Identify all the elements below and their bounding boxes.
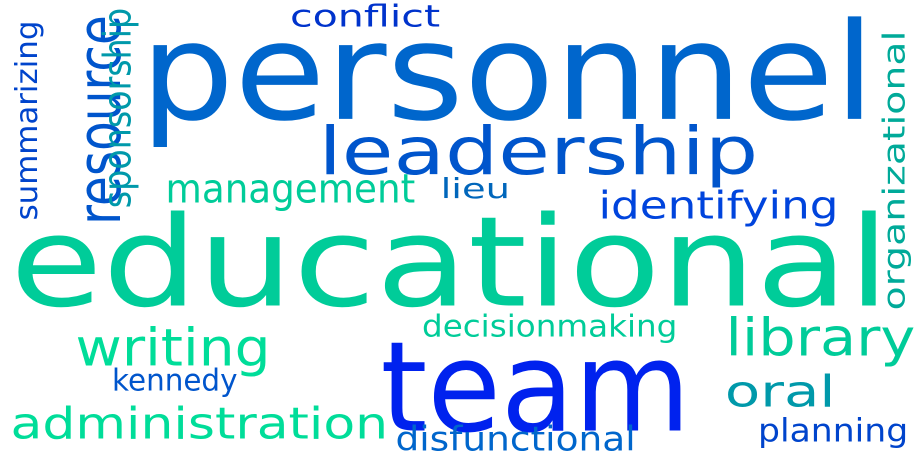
word-decisionmaking: decisionmaking [422, 308, 678, 345]
word-team: team [379, 315, 691, 460]
word-administration: administration [10, 398, 388, 450]
word-oral: oral [724, 365, 836, 418]
word-leadership: leadership [317, 111, 758, 190]
word-educational: educational [10, 190, 890, 335]
word-kennedy: kennedy [112, 362, 238, 399]
word-management: management [165, 166, 415, 213]
word-sponsorship: sponsorship [96, 7, 141, 209]
word-identifying: identifying [597, 184, 838, 229]
word-organizational: organizational [877, 30, 913, 310]
word-conflict: conflict [289, 0, 441, 35]
word-summarizing: summarizing [9, 20, 45, 220]
word-writing: writing [75, 317, 271, 378]
word-planning: planning [757, 412, 909, 451]
word-personnel: personnel [140, 0, 876, 151]
word-lieu: lieu [440, 172, 510, 205]
word-library: library [725, 307, 915, 369]
word-disfunctional: disfunctional [394, 418, 636, 460]
